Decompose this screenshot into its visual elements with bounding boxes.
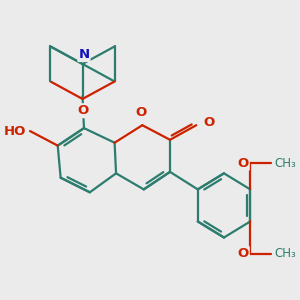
Text: O: O	[135, 106, 146, 119]
Text: N: N	[78, 48, 89, 61]
Text: CH₃: CH₃	[274, 157, 296, 169]
Text: O: O	[204, 116, 215, 129]
Text: O: O	[77, 104, 88, 117]
Text: O: O	[238, 247, 249, 260]
Text: CH₃: CH₃	[274, 247, 296, 260]
Text: O: O	[238, 157, 249, 169]
Text: HO: HO	[3, 124, 26, 137]
